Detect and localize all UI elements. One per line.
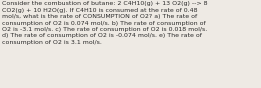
Text: Consider the combustion of butane: 2 C4H10(g) + 13 O2(g) --> 8
CO2(g) + 10 H2O(g: Consider the combustion of butane: 2 C4H… [2,1,207,45]
